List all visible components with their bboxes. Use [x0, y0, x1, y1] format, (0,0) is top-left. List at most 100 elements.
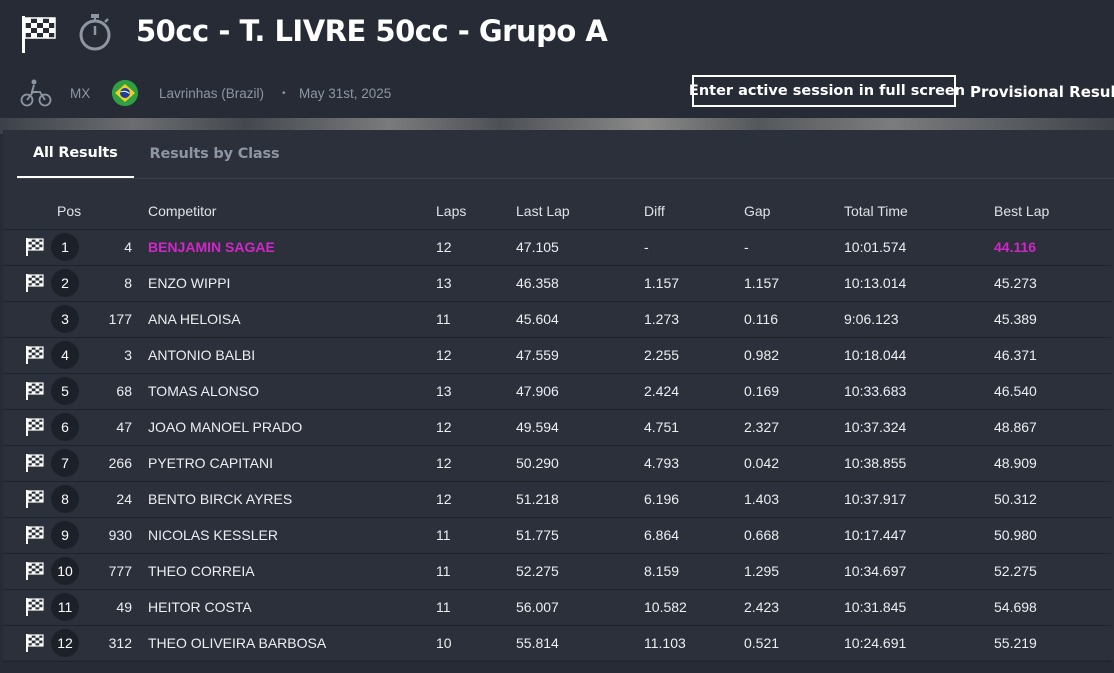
flag-cell — [3, 373, 51, 410]
header-gap[interactable]: Gap — [744, 193, 844, 230]
best-lap-cell: 48.867 — [994, 409, 1111, 446]
checkered-flag-icon — [22, 16, 56, 53]
tab-results-by-class[interactable]: Results by Class — [149, 146, 280, 162]
competitor-name[interactable]: TOMAS ALONSO — [148, 373, 436, 410]
last-lap-cell: 47.105 — [516, 229, 644, 266]
stopwatch-icon — [79, 14, 111, 51]
position-cell: 9 — [51, 517, 91, 554]
checkered-flag-icon — [25, 381, 51, 401]
competitor-name[interactable]: PYETRO CAPITANI — [148, 445, 436, 482]
table-row[interactable]: 5 68 TOMAS ALONSO 13 47.906 2.424 0.169 10:33.6… — [3, 373, 1111, 410]
best-lap-cell: 50.980 — [994, 517, 1111, 554]
results-table: Pos Competitor Laps Last Lap Diff Gap To… — [3, 193, 1111, 662]
checkered-flag-icon — [25, 489, 51, 509]
flag-cell — [3, 589, 51, 626]
position-cell: 5 — [51, 373, 91, 410]
checkered-flag-icon — [25, 453, 51, 473]
best-lap-cell: 50.312 — [994, 481, 1111, 518]
checkered-flag-icon — [25, 597, 51, 617]
diff-cell: 2.424 — [644, 373, 744, 410]
position-badge: 5 — [51, 377, 79, 405]
table-row[interactable]: 11 49 HEITOR COSTA 11 56.007 10.582 2.423 10:31… — [3, 589, 1111, 626]
competitor-name[interactable]: ANA HELOISA — [148, 301, 436, 338]
checkered-flag-icon — [25, 561, 51, 581]
table-row[interactable]: 8 24 BENTO BIRCK AYRES 12 51.218 6.196 1.403 10… — [3, 481, 1111, 518]
header-number — [91, 193, 148, 230]
table-row[interactable]: 9 930 NICOLAS KESSLER 11 51.775 6.864 0.668 10:… — [3, 517, 1111, 554]
best-lap-cell: 44.116 — [994, 229, 1111, 266]
position-badge: 12 — [51, 629, 79, 657]
laps-cell: 12 — [436, 229, 516, 266]
competitor-name[interactable]: THEO CORREIA — [148, 553, 436, 590]
fullscreen-button-label: Enter active session in full screen — [688, 83, 966, 99]
last-lap-cell: 47.559 — [516, 337, 644, 374]
position-cell: 4 — [51, 337, 91, 374]
position-cell: 1 — [51, 229, 91, 266]
competitor-name[interactable]: BENTO BIRCK AYRES — [148, 481, 436, 518]
table-row[interactable]: 2 8 ENZO WIPPI 13 46.358 1.157 1.157 10:13.014 4… — [3, 265, 1111, 302]
laps-cell: 13 — [436, 265, 516, 302]
flag-cell — [3, 409, 51, 446]
header-total-time[interactable]: Total Time — [844, 193, 994, 230]
competitor-name[interactable]: ANTONIO BALBI — [148, 337, 436, 374]
table-row[interactable]: 7 266 PYETRO CAPITANI 12 50.290 4.793 0.042 10:… — [3, 445, 1111, 482]
total-time-cell: 9:06.123 — [844, 301, 994, 338]
header-laps[interactable]: Laps — [436, 193, 516, 230]
position-cell: 2 — [51, 265, 91, 302]
checkered-flag-icon — [25, 417, 51, 437]
table-row[interactable]: 3 177 ANA HELOISA 11 45.604 1.273 0.116 9:06.12… — [3, 301, 1111, 338]
gap-cell: 0.521 — [744, 625, 844, 662]
diff-cell: 6.864 — [644, 517, 744, 554]
competitor-name[interactable]: HEITOR COSTA — [148, 589, 436, 626]
bib-number: 312 — [91, 625, 148, 662]
diff-cell: 2.255 — [644, 337, 744, 374]
position-badge: 3 — [51, 305, 79, 333]
competitor-name[interactable]: ENZO WIPPI — [148, 265, 436, 302]
header-competitor[interactable]: Competitor — [148, 193, 436, 230]
table-row[interactable]: 12 312 THEO OLIVEIRA BARBOSA 10 55.814 11.103… — [3, 625, 1111, 662]
location-label: Lavrinhas (Brazil) — [159, 85, 265, 101]
table-row[interactable]: 4 3 ANTONIO BALBI 12 47.559 2.255 0.982 10:18.0… — [3, 337, 1111, 374]
total-time-cell: 10:33.683 — [844, 373, 994, 410]
session-header: 50cc - T. LIVRE 50cc - Grupo A MX Lavrin… — [0, 0, 1114, 120]
gap-cell: 2.327 — [744, 409, 844, 446]
header-last-lap[interactable]: Last Lap — [516, 193, 644, 230]
diff-cell: 10.582 — [644, 589, 744, 626]
flag-cell — [3, 337, 51, 374]
header-pos[interactable]: Pos — [51, 193, 91, 230]
laps-cell: 10 — [436, 625, 516, 662]
position-cell: 3 — [51, 301, 91, 338]
flag-cell — [3, 517, 51, 554]
total-time-cell: 10:37.917 — [844, 481, 994, 518]
best-lap-cell: 45.389 — [994, 301, 1111, 338]
fullscreen-button[interactable]: Enter active session in full screen — [689, 75, 965, 107]
diff-cell: 11.103 — [644, 625, 744, 662]
checkered-flag-icon — [25, 273, 51, 293]
best-lap-cell: 52.275 — [994, 553, 1111, 590]
table-row[interactable]: 6 47 JOAO MANOEL PRADO 12 49.594 4.751 2.327 10… — [3, 409, 1111, 446]
table-row[interactable]: 10 777 THEO CORREIA 11 52.275 8.159 1.295 10:34… — [3, 553, 1111, 590]
diff-cell: 6.196 — [644, 481, 744, 518]
laps-cell: 11 — [436, 589, 516, 626]
header-diff[interactable]: Diff — [644, 193, 744, 230]
gap-cell: 1.403 — [744, 481, 844, 518]
best-lap-cell: 46.371 — [994, 337, 1111, 374]
flag-cell — [3, 625, 51, 662]
gap-cell: 0.042 — [744, 445, 844, 482]
flag-cell — [3, 553, 51, 590]
competitor-name[interactable]: THEO OLIVEIRA BARBOSA — [148, 625, 436, 662]
gap-cell: 2.423 — [744, 589, 844, 626]
total-time-cell: 10:37.324 — [844, 409, 994, 446]
position-cell: 7 — [51, 445, 91, 482]
table-row[interactable]: 1 4 BENJAMIN SAGAE 12 47.105- -10:01.574 44.11… — [3, 229, 1111, 266]
competitor-name[interactable]: BENJAMIN SAGAE — [148, 229, 436, 266]
header-best-lap[interactable]: Best Lap — [994, 193, 1111, 230]
competitor-name[interactable]: JOAO MANOEL PRADO — [148, 409, 436, 446]
flag-cell — [3, 229, 51, 266]
total-time-cell: 10:18.044 — [844, 337, 994, 374]
total-time-cell: 10:13.014 — [844, 265, 994, 302]
table-header-row: Pos Competitor Laps Last Lap Diff Gap To… — [3, 193, 1111, 230]
tab-all-results[interactable]: All Results — [17, 130, 134, 178]
flag-cell — [3, 481, 51, 518]
competitor-name[interactable]: NICOLAS KESSLER — [148, 517, 436, 554]
